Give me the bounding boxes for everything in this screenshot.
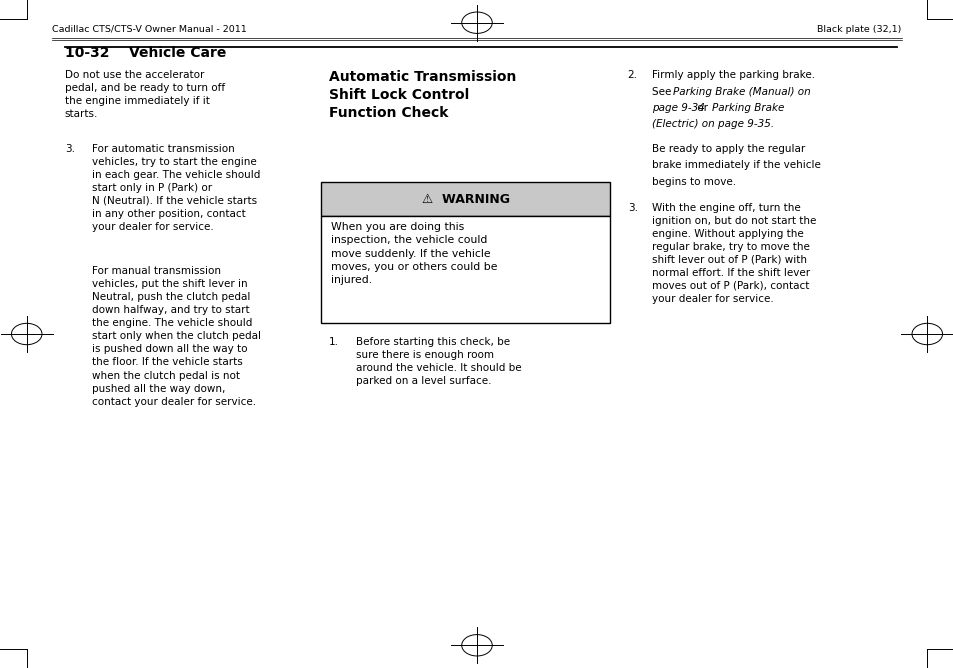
Text: 2.: 2. — [627, 70, 637, 80]
Bar — [321, 216, 609, 323]
Text: or: or — [693, 103, 710, 113]
Text: (Electric) on page 9-35.: (Electric) on page 9-35. — [651, 119, 773, 129]
Text: Black plate (32,1): Black plate (32,1) — [817, 25, 901, 34]
Text: For automatic transmission
vehicles, try to start the engine
in each gear. The v: For automatic transmission vehicles, try… — [91, 144, 259, 232]
Text: Before starting this check, be
sure there is enough room
around the vehicle. It : Before starting this check, be sure ther… — [355, 337, 521, 387]
Text: page 9-34: page 9-34 — [651, 103, 703, 113]
Text: With the engine off, turn the
ignition on, but do not start the
engine. Without : With the engine off, turn the ignition o… — [651, 202, 815, 304]
Text: ⚠  WARNING: ⚠ WARNING — [421, 192, 509, 206]
Text: 1.: 1. — [329, 337, 338, 347]
Text: When you are doing this
inspection, the vehicle could
move suddenly. If the vehi: When you are doing this inspection, the … — [331, 222, 497, 285]
Text: Be ready to apply the regular: Be ready to apply the regular — [651, 144, 804, 154]
Bar — [321, 182, 609, 216]
Text: Firmly apply the parking brake.: Firmly apply the parking brake. — [651, 70, 814, 80]
Text: 3.: 3. — [65, 144, 74, 154]
Text: brake immediately if the vehicle: brake immediately if the vehicle — [651, 160, 820, 170]
Text: See: See — [651, 86, 674, 96]
Text: Parking Brake (Manual) on: Parking Brake (Manual) on — [672, 86, 809, 96]
Text: 3.: 3. — [627, 202, 637, 212]
Text: Do not use the accelerator
pedal, and be ready to turn off
the engine immediatel: Do not use the accelerator pedal, and be… — [65, 70, 225, 120]
Text: For manual transmission
vehicles, put the shift lever in
Neutral, push the clutc: For manual transmission vehicles, put th… — [91, 266, 260, 407]
Text: Automatic Transmission
Shift Lock Control
Function Check: Automatic Transmission Shift Lock Contro… — [329, 70, 516, 120]
Text: 10-32    Vehicle Care: 10-32 Vehicle Care — [65, 47, 226, 60]
Text: begins to move.: begins to move. — [651, 176, 735, 186]
Text: Parking Brake: Parking Brake — [711, 103, 783, 113]
Text: Cadillac CTS/CTS-V Owner Manual - 2011: Cadillac CTS/CTS-V Owner Manual - 2011 — [52, 25, 247, 34]
